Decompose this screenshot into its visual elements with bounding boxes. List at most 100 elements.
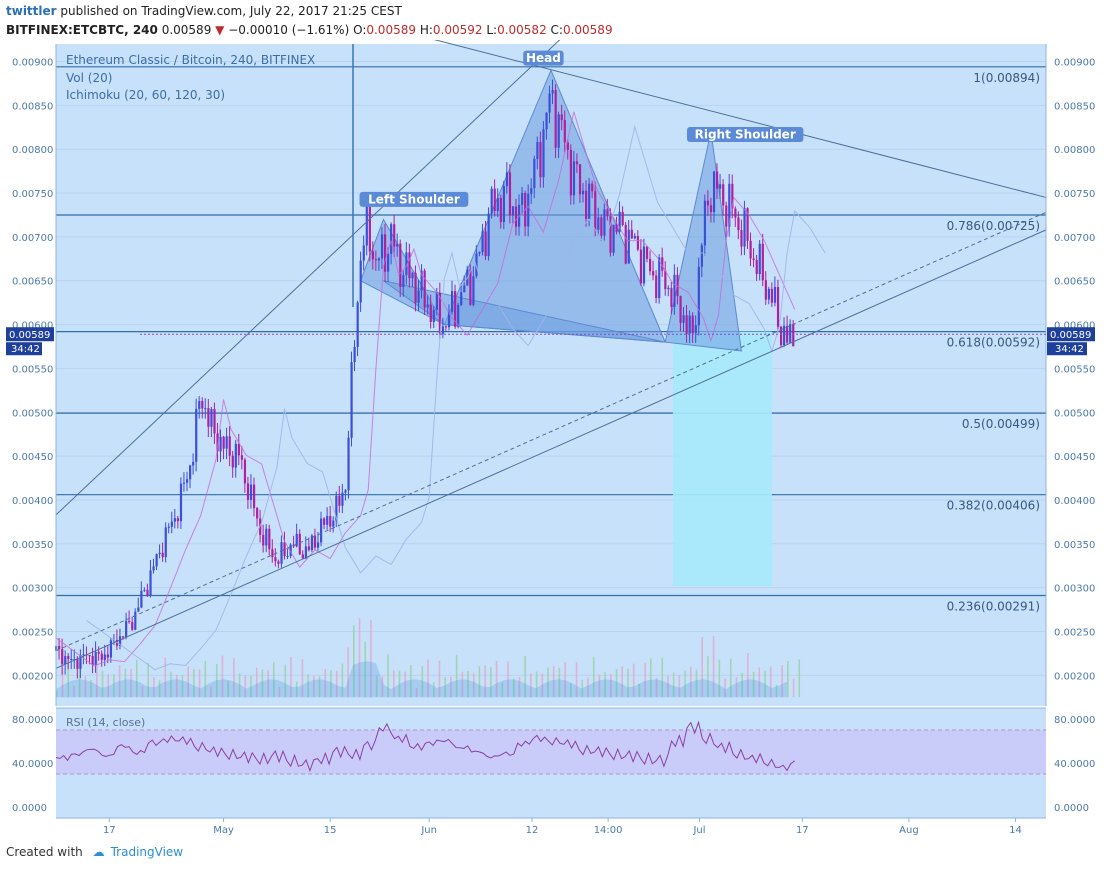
candle-body: [475, 253, 478, 277]
candle-body: [73, 658, 76, 660]
volume-bar: [512, 678, 515, 698]
price-tag-left: [6, 327, 54, 342]
candle-body: [94, 651, 97, 666]
volume-bar: [124, 668, 127, 698]
candle-body: [341, 492, 344, 506]
volume-bar: [90, 679, 92, 698]
volume-bar: [392, 670, 395, 698]
ichimoku-base-line: [55, 111, 796, 667]
volume-bar: [415, 687, 418, 698]
volume-bar: [227, 680, 229, 698]
candle-body: [700, 245, 703, 267]
price-chart[interactable]: 1(0.00894)0.786(0.00725)0.618(0.00592)0.…: [0, 40, 1104, 840]
y-tick-right: 0.00350: [1054, 540, 1095, 551]
candle-body: [316, 542, 320, 548]
candle-body: [719, 184, 722, 189]
volume-bar: [490, 666, 492, 698]
x-tick-label: Jul: [692, 825, 705, 836]
volume-bar: [678, 675, 681, 698]
y-tick-left: 0.00450: [12, 452, 53, 463]
volume-bar: [792, 679, 795, 698]
y-tick-left: 0.00300: [12, 584, 53, 595]
y-tick-right: 0.00900: [1054, 58, 1095, 69]
candle-body: [249, 484, 253, 500]
volume-bar: [250, 675, 252, 698]
price-axis[interactable]: 0.00200 0.00200 0.00250 0.00250 0.00300 0.003…: [6, 44, 1095, 706]
volume-bar: [444, 677, 446, 698]
ohlc-line: BITFINEX:ETCBTC, 240 0.00589 ▼ −0.00010 …: [6, 23, 613, 37]
volume-bar: [307, 674, 309, 698]
candle-body: [615, 224, 618, 232]
candle-body: [344, 490, 347, 493]
pattern-neckline-fill: [383, 280, 666, 343]
volume-bar: [410, 664, 412, 698]
candle-body: [128, 620, 131, 623]
pattern-label-bg: [686, 126, 804, 142]
down-arrow-icon: ▼: [215, 23, 225, 37]
candle-body: [703, 200, 707, 246]
candle-body: [387, 253, 390, 272]
candle-body: [743, 208, 746, 247]
candle-body: [106, 654, 109, 658]
candle-body: [789, 324, 792, 343]
candle-body: [79, 655, 82, 669]
candle-body: [642, 246, 646, 284]
candle-body: [661, 257, 664, 271]
price-tag-right: [1047, 327, 1095, 342]
candle-body: [182, 482, 186, 484]
candle-body: [91, 655, 94, 666]
candle-body: [408, 252, 411, 279]
candle-body: [216, 433, 219, 452]
y-tick-left: 0.00400: [12, 496, 53, 507]
volume-bar: [758, 667, 761, 698]
volume-bar: [107, 674, 110, 698]
chart-title: Ethereum Classic / Bitcoin, 240, BITFINE…: [66, 53, 315, 67]
candle-body: [792, 324, 795, 347]
candle-body: [569, 149, 572, 196]
y-tick-right: 0.00650: [1054, 277, 1095, 288]
candle-body: [688, 315, 691, 334]
volume-bar: [421, 666, 424, 698]
y-tick-left: 0.00250: [12, 627, 53, 638]
countdown-right-text: 34:42: [1055, 344, 1084, 355]
volume-bar: [381, 676, 384, 698]
candle-body: [170, 521, 173, 527]
close-value: 0.00589: [562, 23, 613, 37]
volume-bar: [238, 673, 241, 698]
candle-body: [146, 589, 149, 596]
y-tick-left: 0.00350: [12, 540, 53, 551]
candle-body: [256, 508, 259, 519]
candle-body: [359, 260, 362, 303]
candle-body: [575, 161, 579, 165]
candle-body: [295, 533, 298, 547]
volume-bar: [741, 672, 743, 698]
candle-body: [502, 186, 505, 223]
volume-bar: [84, 675, 87, 698]
candle-body: [472, 276, 475, 305]
candle-body: [374, 259, 378, 261]
candle-body: [591, 183, 594, 192]
rsi-tick-left: 80.0000: [12, 715, 53, 726]
candle-body: [271, 549, 274, 558]
y-tick-left: 0.00650: [12, 277, 53, 288]
candle-body: [414, 272, 417, 303]
candle-body: [435, 292, 438, 310]
author-link[interactable]: twittler: [6, 4, 57, 18]
x-tick-label: Jun: [420, 825, 437, 836]
volume-bar: [541, 673, 544, 698]
candle-body: [728, 183, 731, 227]
volume-bar: [364, 641, 367, 698]
time-axis[interactable]: 17 May 15 Jun 12 14:00 Jul 17 Aug 14: [56, 817, 1046, 836]
candle-body: [563, 120, 566, 143]
candle-body: [773, 286, 777, 303]
candle-body: [173, 518, 176, 522]
candle-body: [149, 570, 152, 596]
candle-body: [490, 188, 493, 214]
candle-body: [627, 229, 630, 264]
candle-body: [527, 193, 530, 227]
candle-body: [557, 114, 560, 148]
volume-bar: [432, 682, 435, 698]
tradingview-link[interactable]: TradingView: [110, 845, 184, 859]
candle-body: [338, 495, 341, 506]
candle-body: [411, 272, 414, 279]
